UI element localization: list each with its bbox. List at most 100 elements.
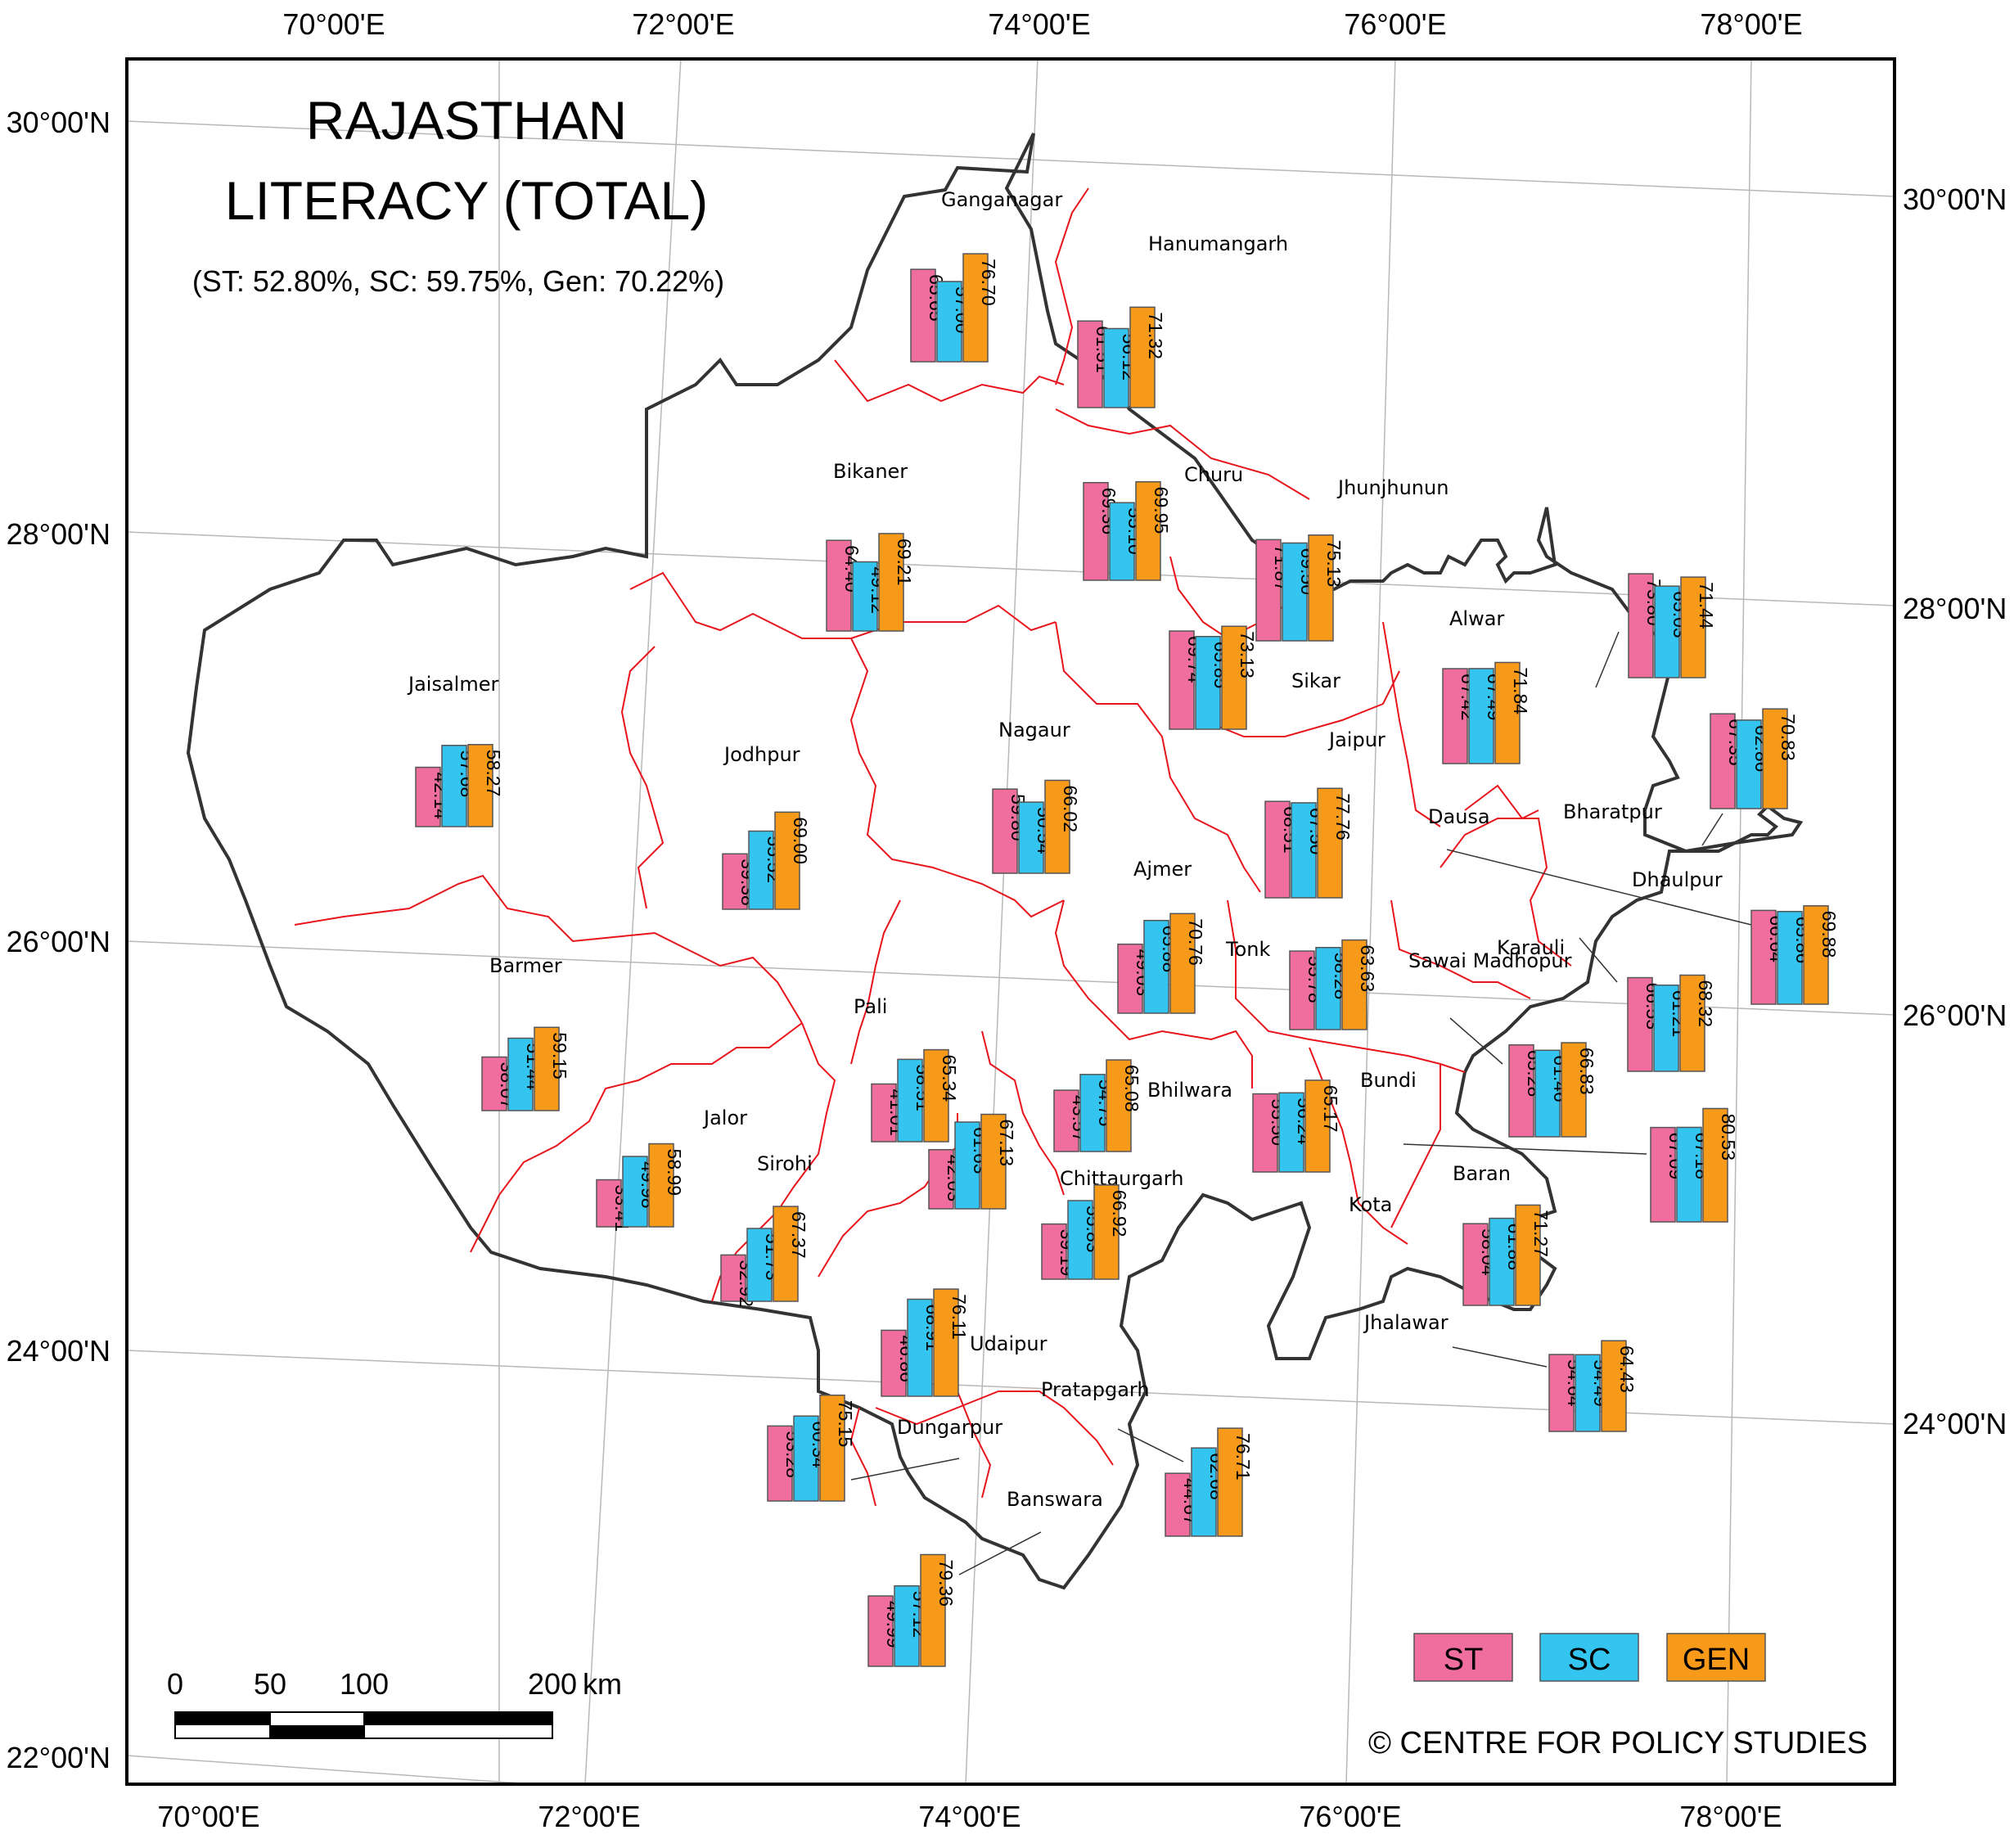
bar-value-label: 76.70: [978, 259, 999, 306]
legend-label-st: ST: [1444, 1643, 1484, 1677]
top-tick-label: 74°00'E: [988, 7, 1090, 41]
bar-value-label: 71.27: [1530, 1210, 1552, 1257]
graticule: [127, 57, 1895, 1784]
district-label: Bikaner: [833, 460, 908, 483]
district-label: Kota: [1349, 1193, 1392, 1216]
district-label: Tonk: [1225, 938, 1270, 961]
bar-value-label: 63.63: [1357, 945, 1378, 993]
right-tick-label: 28°00'N: [1903, 592, 2007, 625]
district-label: Jhalawar: [1363, 1311, 1449, 1334]
bottom-tick-label: 72°00'E: [538, 1800, 640, 1833]
district-label: Dausa: [1428, 805, 1490, 828]
scale-segment: [270, 1725, 364, 1738]
right-tick-label: 26°00'N: [1903, 998, 2007, 1032]
left-tick-labels: 30°00'N 28°00'N 26°00'N 24°00'N 22°00'N: [7, 106, 110, 1774]
district-label: Dungarpur: [897, 1416, 1002, 1439]
bottom-tick-label: 78°00'E: [1679, 1800, 1782, 1833]
district-label: Sawai Madhopur: [1408, 949, 1572, 972]
bar-value-label: 75.13: [1323, 540, 1345, 588]
bar-value-label: 66.83: [1576, 1048, 1597, 1095]
district-label: Chittaurgarh: [1060, 1167, 1183, 1190]
top-tick-label: 76°00'E: [1344, 7, 1446, 41]
map-subtitle: (ST: 52.80%, SC: 59.75%, Gen: 70.22%): [192, 264, 724, 298]
bar-value-label: 65.34: [939, 1055, 960, 1102]
district-label: Banswara: [1007, 1488, 1103, 1511]
bar-value-label: 65.08: [1121, 1065, 1142, 1112]
bottom-tick-label: 76°00'E: [1299, 1800, 1401, 1833]
bar-value-label: 71.32: [1145, 312, 1166, 359]
bar-value-label: 70.76: [1185, 918, 1206, 966]
left-tick-label: 22°00'N: [7, 1741, 110, 1774]
top-tick-labels: 70°00'E 72°00'E 74°00'E 76°00'E 78°00'E: [282, 7, 1802, 41]
bar-value-label: 67.13: [996, 1120, 1017, 1167]
bar-value-label: 75.15: [835, 1400, 856, 1448]
right-tick-label: 24°00'N: [1903, 1407, 2007, 1440]
bar-value-label: 77.76: [1332, 793, 1354, 841]
right-tick-labels: 30°00'N 28°00'N 26°00'N 24°00'N: [1903, 183, 2007, 1440]
left-tick-label: 30°00'N: [7, 106, 110, 139]
scale-bar: 0 50 100 200 km: [167, 1667, 622, 1738]
legend-label-sc: SC: [1568, 1643, 1611, 1677]
bar-value-label: 79.36: [935, 1560, 957, 1607]
top-tick-label: 78°00'E: [1700, 7, 1802, 41]
scale-label: 100: [340, 1667, 389, 1701]
bar-value-label: 58.99: [664, 1149, 685, 1197]
district-label: Pratapgarh: [1041, 1378, 1150, 1401]
bar-value-label: 69.21: [894, 539, 915, 586]
district-label: Jaisalmer: [407, 673, 498, 696]
district-label: Bharatpur: [1563, 800, 1662, 823]
scale-label: 200: [528, 1667, 577, 1701]
district-label: Jodhpur: [723, 743, 800, 766]
bar-value-label: 66.02: [1060, 785, 1081, 832]
top-tick-label: 70°00'E: [282, 7, 385, 41]
district-label: Pali: [854, 995, 887, 1018]
left-tick-label: 26°00'N: [7, 925, 110, 958]
map-title-line2: LITERACY (TOTAL): [225, 170, 708, 231]
district-label: Bhilwara: [1147, 1079, 1232, 1102]
map-title-line1: RAJASTHAN: [306, 90, 627, 151]
district-label: Churu: [1184, 463, 1243, 486]
district-label: Alwar: [1449, 607, 1504, 630]
right-tick-label: 30°00'N: [1903, 183, 2007, 216]
bottom-tick-label: 70°00'E: [157, 1800, 259, 1833]
district-label: Barmer: [489, 954, 562, 977]
bar-value-label: 69.88: [1818, 911, 1840, 958]
district-label: Baran: [1453, 1162, 1511, 1185]
legend: ST SC GEN: [1414, 1634, 1765, 1681]
bar-value-label: 59.15: [549, 1032, 570, 1080]
district-label: Jhunjhunun: [1336, 476, 1449, 499]
legend-label-gen: GEN: [1683, 1643, 1750, 1677]
bar-value-label: 70.83: [1777, 714, 1799, 761]
district-label: Bundi: [1360, 1069, 1417, 1092]
bar-value-label: 76.11: [948, 1294, 970, 1340]
bar-value-label: 80.53: [1718, 1113, 1739, 1161]
district-label: Sikar: [1291, 669, 1340, 692]
scale-unit: km: [583, 1667, 622, 1701]
district-label: Nagaur: [998, 719, 1070, 741]
scale-segment: [364, 1712, 552, 1725]
bottom-tick-labels: 70°00'E 72°00'E 74°00'E 76°00'E 78°00'E: [157, 1800, 1782, 1833]
district-label: Ajmer: [1133, 858, 1192, 881]
bar-value-label: 76.71: [1232, 1433, 1254, 1481]
bottom-tick-label: 74°00'E: [918, 1800, 1021, 1833]
left-tick-label: 28°00'N: [7, 517, 110, 551]
top-tick-label: 72°00'E: [632, 7, 734, 41]
district-label: Dhaulpur: [1632, 868, 1723, 891]
bar-value-label: 73.13: [1237, 631, 1258, 678]
district-label: Jaipur: [1327, 728, 1385, 751]
bar-value-label: 64.43: [1616, 1345, 1638, 1393]
district-label: Ganganagar: [941, 188, 1062, 211]
scale-label: 50: [254, 1667, 286, 1701]
bar-value-label: 69.95: [1151, 487, 1172, 534]
bar-value-label: 67.37: [788, 1211, 809, 1259]
district-label: Hanumangarh: [1148, 232, 1288, 255]
district-label: Udaipur: [970, 1332, 1048, 1355]
map-frame: [127, 59, 1895, 1784]
district-label: Sirohi: [757, 1152, 813, 1175]
bar-value-label: 71.84: [1510, 667, 1531, 714]
bar-value-label: 69.00: [790, 817, 811, 864]
bar-value-label: 68.32: [1695, 980, 1716, 1027]
bar-value-label: 65.17: [1320, 1085, 1341, 1133]
